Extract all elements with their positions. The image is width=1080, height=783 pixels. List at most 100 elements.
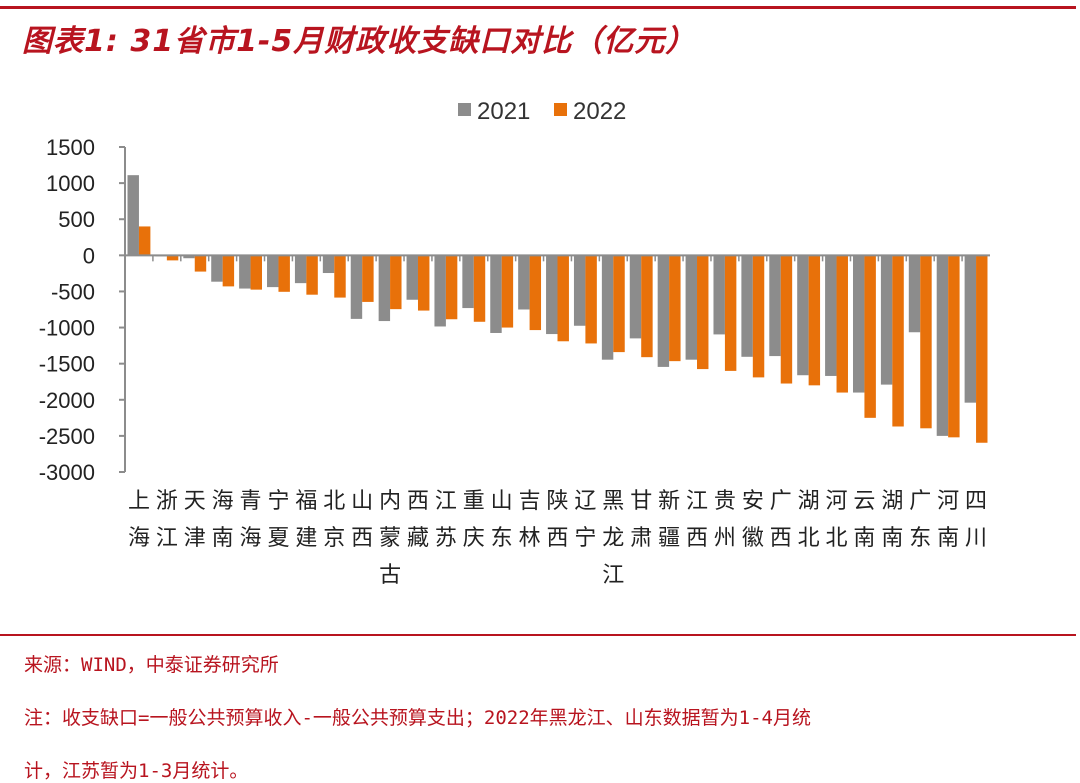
- bar-2021: [825, 255, 837, 376]
- bar-2022: [920, 255, 932, 429]
- bar-2021: [462, 255, 474, 309]
- y-tick-label: -500: [51, 279, 95, 304]
- chart-title: 图表1: 31省市1-5月财政收支缺口对比（亿元）: [22, 24, 697, 59]
- x-tick-label: 甘肃: [630, 489, 652, 551]
- bar-2022: [362, 255, 374, 302]
- x-tick-label: 陕西: [546, 489, 568, 551]
- bar-2022: [501, 255, 514, 328]
- bar-2022: [836, 255, 848, 393]
- x-tick-label: 吉林: [519, 489, 541, 551]
- x-tick-label: 河南: [937, 489, 959, 551]
- y-tick-label: 0: [83, 243, 95, 268]
- x-tick-label: 重庆: [463, 489, 485, 551]
- bar-2022: [669, 255, 681, 362]
- bar-2021: [880, 255, 893, 385]
- bar-2021: [601, 255, 614, 360]
- bar-2021: [294, 255, 307, 284]
- x-tick-label: 黑龙江: [602, 489, 624, 588]
- x-tick-label: 湖北: [798, 489, 820, 551]
- legend-swatch-2021: [458, 103, 471, 116]
- x-tick-label: 广东: [909, 489, 931, 551]
- x-tick-label: 云南: [853, 489, 875, 551]
- bar-2021: [936, 255, 949, 436]
- bar-2021: [573, 255, 586, 326]
- bar-2022: [724, 255, 737, 371]
- bar-2022: [306, 255, 318, 295]
- bar-2021: [685, 255, 698, 360]
- bar-2021: [629, 255, 642, 339]
- bar-2022: [948, 255, 960, 438]
- bar-2021: [378, 255, 391, 322]
- x-tick-label: 宁夏: [267, 489, 289, 551]
- x-tick-label: 青海: [240, 489, 262, 551]
- top-rule: [0, 6, 1076, 9]
- legend-swatch-2022: [554, 103, 567, 116]
- bar-2021: [406, 255, 418, 300]
- bar-chart: 1500 1000 500 0 -500 -1000 -1500 -2000 -2500 -300…: [39, 98, 990, 588]
- bar-2021: [657, 255, 670, 367]
- x-tick-label: 海南: [212, 489, 234, 551]
- bar-2022: [697, 255, 709, 370]
- x-tick-label: 安徽: [742, 489, 764, 551]
- bar-2022: [976, 255, 988, 443]
- bar-2022: [194, 255, 207, 272]
- x-tick-label: 福建: [295, 489, 317, 551]
- bar-2021: [239, 255, 251, 289]
- bar-2022: [641, 255, 653, 358]
- footnote-line-1: 注：收支缺口=一般公共预算收入-一般公共预算支出；2022年黑龙江、山东数据暂为…: [24, 707, 811, 729]
- bar-2021: [908, 255, 921, 333]
- bar-2022: [222, 255, 235, 287]
- y-tick-label: -1000: [39, 316, 95, 341]
- x-tick-label: 上海: [128, 489, 150, 551]
- x-tick-label: 山东: [491, 489, 513, 551]
- y-tick-label: -2000: [39, 388, 95, 413]
- bar-2022: [390, 255, 402, 310]
- x-tick-label: 浙江: [156, 489, 178, 551]
- x-tick-label: 湖南: [881, 489, 903, 551]
- bar-2021: [713, 255, 725, 335]
- bar-2021: [267, 255, 279, 288]
- bar-2021: [546, 255, 558, 335]
- bar-2022: [557, 255, 569, 342]
- legend-label-2022: 2022: [573, 98, 626, 125]
- bar-2022: [585, 255, 597, 344]
- bar-2021: [964, 255, 977, 403]
- bar-2021: [322, 255, 335, 274]
- bar-2022: [445, 255, 458, 320]
- bar-2021: [490, 255, 502, 333]
- bar-2021: [434, 255, 446, 327]
- x-tick-label: 新疆: [658, 489, 680, 551]
- footnote-line-2: 计，江苏暂为1-3月统计。: [24, 760, 249, 782]
- bar-2022: [250, 255, 263, 290]
- bar-2021: [852, 255, 865, 393]
- bar-2022: [417, 255, 430, 311]
- x-tick-label: 四川: [965, 489, 987, 551]
- bar-2022: [892, 255, 904, 427]
- y-tick-label: -2500: [39, 424, 95, 449]
- x-tick-label: 北京: [323, 489, 345, 551]
- x-tick-label: 江苏: [435, 489, 457, 551]
- x-tick-label: 山西: [351, 489, 373, 551]
- legend-label-2021: 2021: [477, 98, 530, 125]
- bar-2021: [211, 255, 223, 282]
- bar-2021: [183, 255, 195, 259]
- bar-2022: [529, 255, 542, 331]
- y-tick-label: -1500: [39, 352, 95, 377]
- x-tick-label: 贵州: [714, 489, 736, 551]
- y-tick-label: 1500: [46, 135, 95, 160]
- bar-2021: [741, 255, 753, 357]
- bar-2022: [166, 255, 179, 261]
- x-tick-label: 江西: [686, 489, 708, 551]
- bar-2022: [278, 255, 290, 292]
- bar-2022: [334, 255, 346, 298]
- bar-2022: [752, 255, 765, 378]
- bar-2021: [769, 255, 781, 357]
- x-tick-label: 天津: [184, 489, 206, 551]
- bar-2021: [518, 255, 530, 310]
- x-tick-label: 内蒙古: [379, 489, 401, 588]
- x-tick-label: 广西: [770, 489, 792, 551]
- source-note: 来源：WIND，中泰证券研究所: [24, 654, 279, 676]
- bar-2022: [473, 255, 486, 322]
- bar-2022: [808, 255, 821, 386]
- x-tick-label: 河北: [826, 489, 848, 551]
